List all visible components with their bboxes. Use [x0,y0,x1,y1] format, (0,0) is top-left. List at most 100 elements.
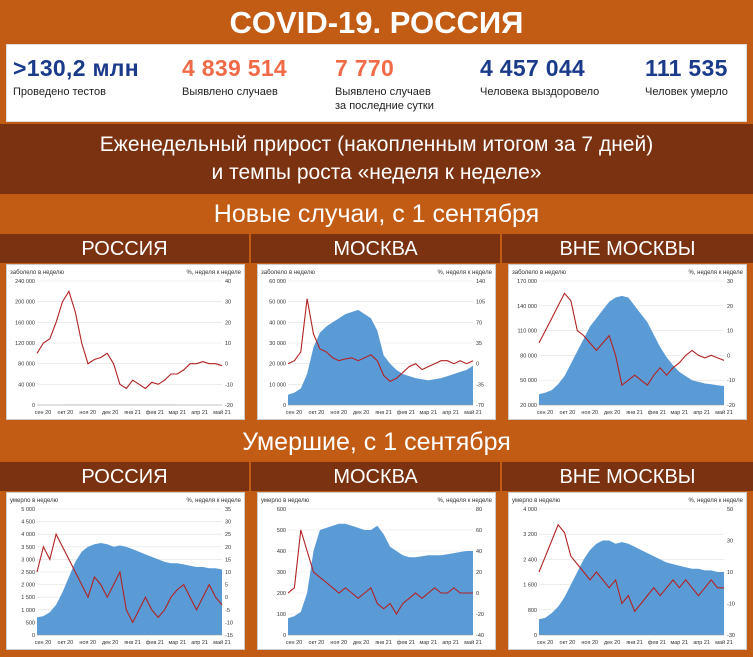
area-series [539,540,724,635]
x-tick-label: сен 20 [286,410,303,416]
x-tick-label: дек 20 [604,410,620,416]
y2-tick-label: -15 [225,633,233,639]
stat-value: >130,2 млн [13,55,139,81]
y-tick-label: 3 500 [21,545,35,551]
y2-tick-label: 30 [727,539,733,545]
area-series [288,523,473,635]
section-new-cases: Новые случаи, с 1 сентября [0,194,753,234]
y2-tick-label: 30 [727,279,733,285]
x-tick-label: ноя 20 [330,410,347,416]
y2-axis-label: %, неделя к неделе [437,270,492,276]
x-tick-label: сен 20 [286,640,303,646]
stat-value: 4 839 514 [182,55,288,81]
y2-axis-label: %, неделя к неделе [688,498,743,504]
stat-label: Человек умерло [645,86,728,98]
y-tick-label: 3 200 [523,532,537,538]
x-tick-label: дек 20 [353,640,369,646]
x-tick-label: фев 21 [397,410,415,416]
line-series [36,289,223,390]
y-axis-label: заболело в неделю [261,270,315,276]
x-tick-label: апр 21 [693,640,710,646]
y-tick-label: 140 000 [517,304,537,310]
stat-deaths: 111 535 Человек умерло [645,51,728,99]
area-series [37,543,222,635]
y2-tick-label: 35 [225,507,231,513]
line-series [287,298,474,383]
y2-axis-label: %, неделя к неделе [186,270,241,276]
x-tick-label: дек 20 [604,640,620,646]
x-tick-label: апр 21 [191,640,208,646]
x-tick-label: фев 21 [648,410,666,416]
x-tick-label: май 21 [213,409,231,416]
page-title: COVID-19. РОССИЯ [0,0,753,44]
region-outside-cases: ВНЕ МОСКВЫ [502,234,753,263]
y-tick-label: 400 [277,549,286,555]
x-tick-label: сен 20 [537,410,554,416]
x-tick-label: фев 21 [397,640,415,646]
x-tick-label: янв 21 [375,410,392,416]
chart-cases-russia: заболело в неделю %, неделя к неделе 0 40 0… [6,264,245,420]
x-tick-label: дек 20 [102,410,118,416]
area-series [539,295,724,405]
y2-tick-label: 60 [476,528,482,534]
x-tick-label: ноя 20 [79,410,96,416]
y-tick-label: 500 [277,528,286,534]
chart-svg: заболело в неделю %, неделя к неделе 0 10 0… [261,270,493,416]
y-tick-label: 2 400 [523,557,537,563]
y-tick-label: 160 000 [15,320,35,326]
y-tick-label: 1 000 [21,608,35,614]
x-tick-label: мар 21 [670,640,688,646]
y-tick-label: 0 [32,633,35,639]
chart-svg: умерло в неделю %, неделя к неделе 0 500 1 0… [10,498,242,646]
section-deaths: Умершие, с 1 сентября [0,422,753,462]
y2-tick-label: 35 [476,341,482,347]
chart-deaths-outside: умерло в неделю %, неделя к неделе 0 800 1 6… [508,492,747,650]
y-tick-label: 80 000 [18,362,35,368]
y2-tick-label: -10 [727,602,735,608]
x-tick-label: янв 21 [124,410,141,416]
y2-tick-label: 0 [476,362,479,368]
y-tick-label: 2 500 [21,570,35,576]
y-tick-label: 200 [277,591,286,597]
y-tick-label: 170 000 [517,279,537,285]
y2-tick-label: 0 [476,591,479,597]
y2-tick-label: 40 [476,549,482,555]
stat-value: 7 770 [335,55,395,81]
y-tick-label: 40 000 [269,320,286,326]
line-series [287,529,473,616]
y-tick-label: 30 000 [269,341,286,347]
y2-tick-label: 15 [225,557,231,563]
y2-tick-label: 105 [476,300,485,306]
y2-tick-label: 25 [225,532,231,538]
area-series [288,309,473,405]
x-tick-label: фев 21 [146,640,164,646]
chart-svg: умерло в неделю %, неделя к неделе 0 800 1 6… [512,498,744,646]
y-tick-label: 3 000 [21,557,35,563]
y2-tick-label: -40 [476,633,484,639]
y2-tick-label: 20 [476,570,482,576]
x-tick-label: май 21 [213,639,231,646]
x-tick-label: окт 20 [309,640,325,646]
y2-tick-label: 0 [727,353,730,359]
y-axis-label: умерло в неделю [512,498,561,504]
y-tick-label: 0 [534,633,537,639]
x-tick-label: апр 21 [442,410,459,416]
y2-tick-label: 30 [225,300,231,306]
y-tick-label: 0 [283,633,286,639]
region-moscow-deaths: МОСКВА [251,462,500,491]
x-tick-label: сен 20 [35,640,52,646]
stat-label: Выявлено случаев [182,86,278,98]
x-tick-label: май 21 [464,409,482,416]
x-tick-label: янв 21 [626,640,643,646]
stat-label-2: за последние сутки [335,100,434,112]
y2-tick-label: 20 [727,304,733,310]
y2-tick-label: 20 [225,545,231,551]
region-russia-cases: РОССИЯ [0,234,249,263]
y-tick-label: 10 000 [269,382,286,388]
y2-tick-label: 40 [225,279,231,285]
region-outside-deaths: ВНЕ МОСКВЫ [502,462,753,491]
y2-tick-label: 10 [727,329,733,335]
y2-tick-label: 0 [225,362,228,368]
y-tick-label: 2 000 [21,583,35,589]
weekly-line-1: Еженедельный прирост (накопленным итогом… [99,133,654,156]
